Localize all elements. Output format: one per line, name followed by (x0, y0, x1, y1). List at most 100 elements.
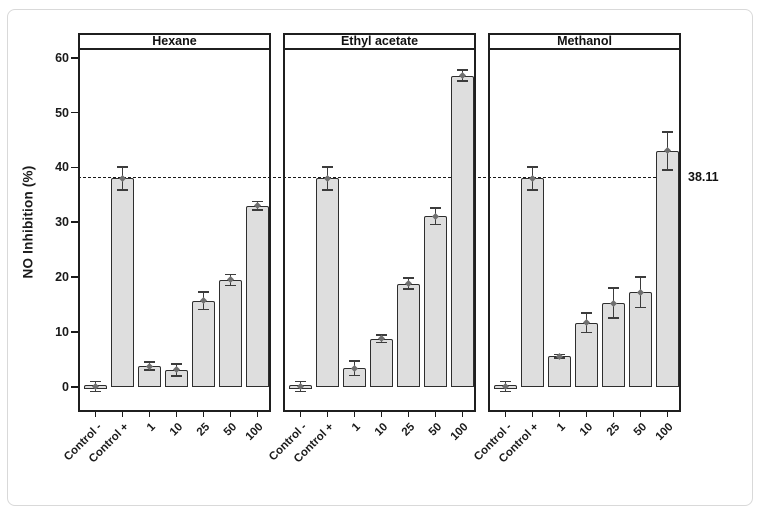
bar-ethyl-acetate-50 (424, 216, 447, 387)
x-axis-tick (558, 412, 561, 417)
error-bar-cap (430, 207, 441, 209)
facet-panel-hexane: Hexane Control - Control +1 10 25 50 100 (62, 33, 271, 465)
error-bar-cap (252, 200, 263, 203)
x-axis-tick (639, 412, 642, 417)
bar-hexane-control-plus (111, 178, 134, 387)
x-axis-tick-label: 100 (448, 421, 471, 444)
error-bar-cap (225, 284, 236, 287)
y-axis-tick (71, 386, 78, 388)
x-axis-tick-label: 10 (577, 421, 595, 439)
x-axis-tick (175, 412, 178, 417)
x-axis-tick-label: 1 (349, 421, 363, 435)
x-axis-tick-label: 50 (631, 421, 649, 439)
y-axis-tick (71, 56, 78, 59)
facet-panels: Hexane Control - Control +1 10 25 50 100 Ethyl … (62, 33, 681, 465)
error-bar-cap (90, 380, 101, 383)
x-axis-tick-label: 50 (426, 421, 444, 439)
y-axis-tick-label: 60 (55, 50, 69, 65)
error-bar-cap (457, 80, 468, 83)
y-axis-tick-label: 30 (55, 215, 69, 230)
x-axis-tick-label: 25 (399, 421, 417, 439)
x-axis-tick (461, 412, 464, 417)
y-axis-tick (71, 221, 78, 224)
error-bar-cap (144, 369, 155, 371)
bar-ethyl-acetate-100 (451, 75, 474, 387)
error-bar-cap (198, 308, 209, 311)
x-axis-tick (299, 412, 302, 417)
x-axis-tick (148, 412, 151, 417)
error-bar-cap (322, 189, 333, 191)
error-bar-cap (376, 333, 387, 336)
y-axis-tick-label: 0 (62, 379, 69, 394)
bar-hexane-100 (246, 205, 269, 387)
bar-methanol-100 (656, 150, 679, 387)
error-bar-cap (198, 291, 209, 293)
error-bar-cap (635, 275, 646, 278)
error-bar-cap (635, 306, 646, 309)
error-bar-cap (295, 390, 306, 393)
x-axis-tick (504, 412, 507, 417)
error-bar-cap (581, 312, 592, 314)
y-axis-tick (71, 331, 78, 333)
bar-methanol-control-plus (521, 178, 544, 387)
error-bar-cap (608, 316, 619, 319)
error-bar-cap (225, 273, 236, 276)
x-axis-tick (585, 412, 588, 417)
x-axis-tick (407, 412, 410, 417)
error-bar-cap (500, 390, 511, 393)
panel-plot-area (283, 48, 476, 412)
x-axis-tick (256, 412, 259, 417)
bar-hexane-50 (219, 279, 242, 387)
error-bar-cap (252, 209, 263, 212)
bar-ethyl-acetate-control-plus (316, 178, 339, 387)
x-axis-tick (353, 412, 356, 417)
bar-methanol-1 (548, 356, 571, 387)
y-axis-tick (71, 166, 78, 169)
x-axis-tick-label: 25 (194, 421, 212, 439)
panel-plot-area (78, 48, 271, 412)
y-axis-tick (71, 276, 78, 279)
error-bar-cap (144, 361, 155, 364)
x-axis-tick-label: 100 (243, 421, 266, 444)
y-axis-tick-label: 50 (55, 105, 69, 120)
y-axis-tick-label: 20 (55, 270, 69, 285)
x-axis-tick-label: 1 (554, 421, 568, 435)
error-bar-cap (322, 166, 333, 168)
bar-hexane-25 (192, 300, 215, 387)
error-bar-cap (403, 288, 414, 291)
x-axis-tick (121, 412, 124, 417)
y-axis-title: NO Inhibition (%) (20, 165, 36, 279)
x-axis-tick (326, 412, 329, 417)
error-bar-cap (90, 390, 101, 393)
error-bar-cap (500, 380, 511, 383)
error-bar-cap (662, 130, 673, 133)
error-bar-cap (171, 363, 182, 365)
x-axis-tick-label: 10 (372, 421, 390, 439)
x-axis-tick-label: 10 (167, 421, 185, 439)
reference-line-label: 38.11 (688, 169, 719, 184)
facet-panel-ethyl-acetate: Ethyl acetate Control - Control +1 10 25 50 10… (267, 33, 476, 465)
x-axis-tick (612, 412, 615, 417)
reference-line (78, 176, 681, 178)
y-axis-tick-label: 10 (55, 325, 69, 340)
x-axis-tick-label: 100 (653, 421, 676, 444)
error-bar-cap (403, 277, 414, 280)
error-bar-cap (295, 380, 306, 383)
error-bar-cap (457, 69, 468, 72)
y-axis-tick (71, 111, 78, 114)
error-bar-cap (608, 287, 619, 290)
error-bar-cap (171, 375, 182, 377)
x-axis-tick-label: 25 (604, 421, 622, 439)
error-bar-cap (527, 166, 538, 168)
y-axis-tick-label: 40 (55, 160, 69, 175)
error-bar-cap (117, 189, 128, 191)
bar-ethyl-acetate-10 (370, 338, 393, 387)
error-bar-cap (117, 166, 128, 168)
error-bar-cap (349, 360, 360, 363)
error-bar-cap (581, 331, 592, 334)
x-axis-tick (94, 412, 97, 417)
bar-ethyl-acetate-25 (397, 283, 420, 387)
x-axis-tick (666, 412, 669, 417)
